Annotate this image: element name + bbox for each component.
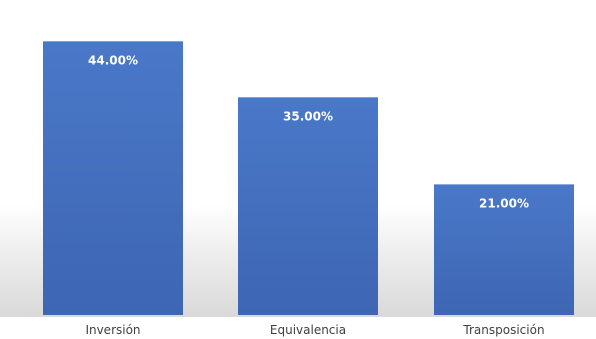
data-label-3: 21.00% — [479, 196, 529, 210]
category-label-1: Inversión — [85, 323, 140, 337]
category-label-3: Transposición — [462, 323, 544, 337]
bar-2 — [238, 97, 378, 315]
category-label-2: Equivalencia — [270, 323, 346, 337]
data-label-1: 44.00% — [88, 53, 138, 67]
bar-1 — [43, 41, 183, 315]
data-label-2: 35.00% — [283, 109, 333, 123]
bar-3 — [434, 184, 574, 315]
